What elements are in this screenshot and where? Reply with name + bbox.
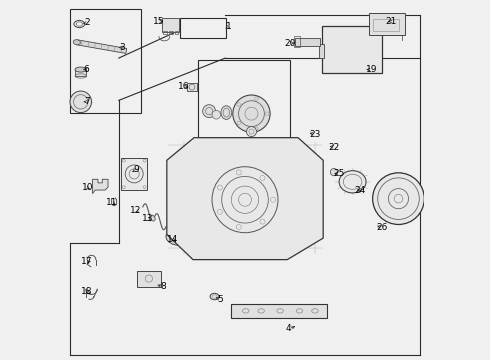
Bar — [197, 59, 290, 159]
Text: 11: 11 — [106, 198, 117, 207]
Bar — [137, 271, 161, 287]
Text: 9: 9 — [134, 165, 140, 174]
Polygon shape — [76, 40, 127, 53]
Polygon shape — [93, 179, 108, 194]
Text: 24: 24 — [355, 185, 366, 194]
Bar — [175, 31, 178, 34]
Bar — [122, 158, 147, 190]
Circle shape — [233, 95, 270, 132]
Text: 22: 22 — [328, 143, 340, 152]
Bar — [75, 69, 87, 76]
Ellipse shape — [75, 67, 87, 72]
Text: 26: 26 — [376, 223, 388, 232]
Polygon shape — [231, 304, 327, 318]
Text: 12: 12 — [130, 206, 141, 215]
Bar — [187, 83, 197, 91]
Bar — [322, 26, 382, 73]
Circle shape — [203, 105, 216, 118]
Bar — [295, 38, 319, 45]
Bar — [180, 18, 226, 39]
Text: 21: 21 — [386, 17, 397, 26]
Circle shape — [212, 111, 220, 119]
Circle shape — [330, 168, 338, 176]
Text: 25: 25 — [333, 169, 344, 178]
Ellipse shape — [339, 171, 366, 193]
Bar — [163, 31, 167, 34]
Text: 13: 13 — [142, 214, 153, 223]
Ellipse shape — [210, 293, 219, 300]
Bar — [169, 31, 172, 34]
Bar — [70, 9, 141, 113]
Text: 5: 5 — [218, 294, 223, 303]
Bar — [162, 18, 179, 32]
Bar — [294, 36, 300, 47]
Ellipse shape — [74, 40, 80, 45]
Text: 1: 1 — [226, 22, 232, 31]
Polygon shape — [167, 138, 323, 260]
Polygon shape — [149, 215, 155, 221]
Text: 2: 2 — [84, 18, 90, 27]
Bar — [318, 44, 324, 58]
Text: 15: 15 — [152, 17, 164, 26]
Ellipse shape — [166, 231, 186, 245]
Text: 6: 6 — [84, 65, 89, 74]
Text: 8: 8 — [160, 282, 166, 291]
Text: 4: 4 — [286, 324, 292, 333]
Bar — [373, 19, 399, 31]
Text: 23: 23 — [309, 130, 320, 139]
Text: 19: 19 — [366, 65, 377, 74]
Text: 3: 3 — [120, 43, 125, 52]
Text: 10: 10 — [81, 183, 93, 192]
Bar — [368, 13, 405, 35]
Text: 18: 18 — [81, 287, 92, 296]
Text: 17: 17 — [81, 257, 92, 266]
Text: 7: 7 — [84, 97, 90, 106]
Text: 14: 14 — [167, 235, 178, 244]
Circle shape — [70, 91, 92, 113]
Ellipse shape — [221, 106, 232, 120]
Circle shape — [246, 127, 256, 136]
Text: 20: 20 — [284, 39, 295, 48]
Circle shape — [373, 173, 424, 225]
Text: 16: 16 — [177, 82, 189, 91]
